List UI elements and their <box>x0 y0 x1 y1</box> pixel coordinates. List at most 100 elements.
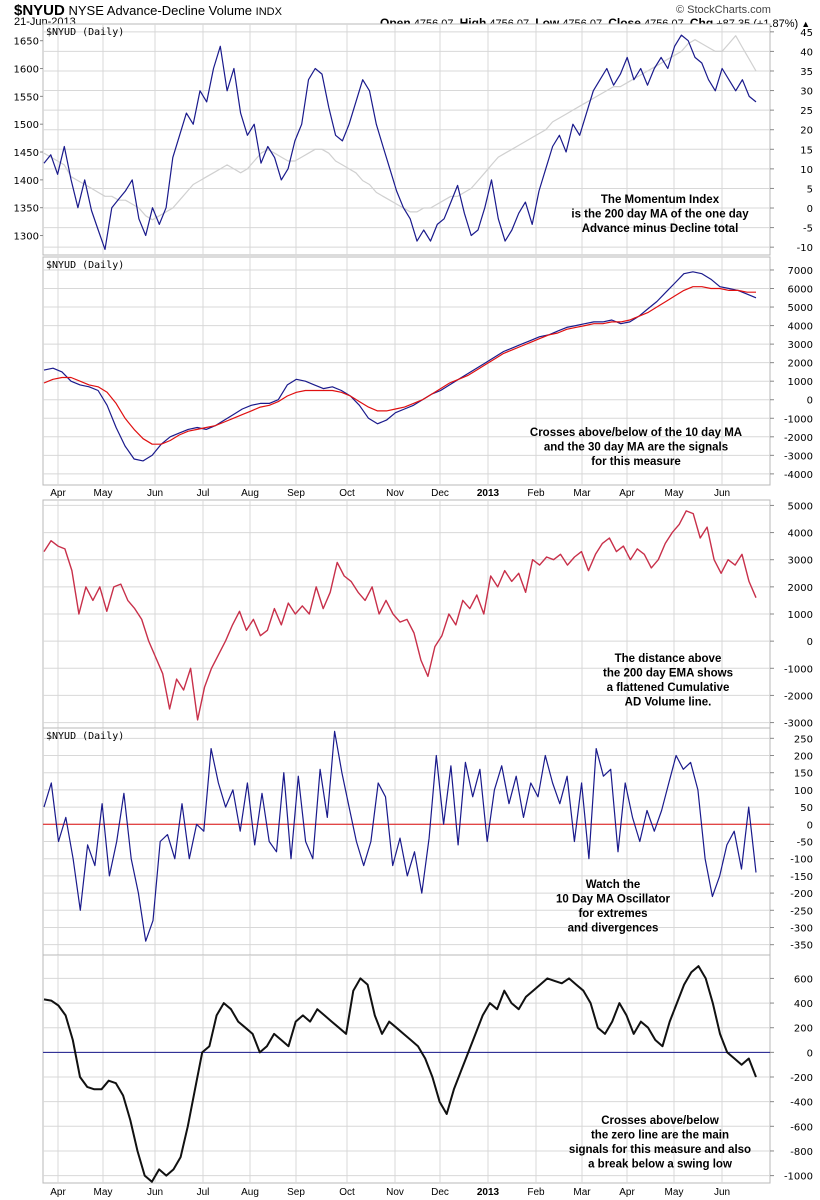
month-label: Jun <box>714 488 730 499</box>
series-line-red <box>43 286 756 445</box>
annotation-line: Watch the <box>586 879 641 891</box>
right-axis-label: 0 <box>807 1048 813 1059</box>
chart-title: $NYUD NYSE Advance-Decline Volume INDX <box>14 2 282 19</box>
panel-3: 5000 4000 3000 2000 1000 0 -1000 -2000 -3000 The … <box>42 499 813 730</box>
panel-2: 7000 6000 5000 4000 3000 2000 1000 0 -1000 -2000 -… <box>42 256 813 486</box>
annotation-line: The distance above <box>615 653 722 665</box>
month-label: Jun <box>714 1187 730 1198</box>
right-axis-label: 3000 <box>788 556 813 567</box>
right-axis-label: 6000 <box>788 285 813 296</box>
left-axis-label: 1600 <box>14 65 39 76</box>
right-axis-label: 7000 <box>788 266 813 277</box>
month-label: 2013 <box>477 1187 500 1198</box>
month-label: May <box>665 488 684 499</box>
right-axis-label: 4000 <box>788 322 813 333</box>
x-axis-months-2: Apr May Jun Jul Aug Sep Oct Nov Dec 2013 Feb Mar Apr… <box>50 1187 730 1198</box>
right-axis-label: -5 <box>803 224 813 235</box>
right-axis-label: 4000 <box>788 529 813 540</box>
right-axis-label: 5000 <box>788 303 813 314</box>
left-axis-label: 1450 <box>14 148 39 159</box>
right-axis-label: -1000 <box>784 664 813 675</box>
month-label: Aug <box>241 1187 259 1198</box>
month-label: May <box>665 1187 684 1198</box>
right-axis-label: 30 <box>800 87 813 98</box>
panel-label: $NYUD (Daily) <box>46 260 124 271</box>
right-axis-label: 0 <box>807 204 813 215</box>
right-axis-label: 200 <box>794 752 813 763</box>
month-label: Oct <box>339 1187 355 1198</box>
month-label: Aug <box>241 488 259 499</box>
month-label: Nov <box>386 1187 404 1198</box>
right-axis-label: -3000 <box>784 451 813 462</box>
left-axis-label: 1400 <box>14 176 39 187</box>
right-axis-label: -2000 <box>784 433 813 444</box>
up-arrow-icon: ▲ <box>801 19 811 29</box>
right-axis-label: 1000 <box>788 610 813 621</box>
panel-frame <box>42 256 771 486</box>
month-label: Apr <box>50 488 66 499</box>
right-axis-label: -2000 <box>784 691 813 702</box>
right-axis-label: -100 <box>790 855 813 866</box>
right-axis-label: -150 <box>790 872 813 883</box>
month-label: Jul <box>197 488 210 499</box>
right-axis-label: 1000 <box>788 377 813 388</box>
month-label: Nov <box>386 488 404 499</box>
month-label: Mar <box>573 1187 591 1198</box>
annotation-line: Crosses above/below of the 10 day MA <box>530 427 742 439</box>
right-axis-label: 250 <box>794 734 813 745</box>
month-label: Oct <box>339 488 355 499</box>
right-axis-label: 3000 <box>788 340 813 351</box>
month-label: May <box>94 1187 113 1198</box>
annotation-line: AD Volume line. <box>625 697 712 709</box>
right-axis-label: -200 <box>790 1073 813 1084</box>
right-axis-label: 2000 <box>788 583 813 594</box>
right-axis-label: 20 <box>800 126 813 137</box>
month-label: Dec <box>431 1187 449 1198</box>
annotation-line: for this measure <box>591 456 680 468</box>
panel-frame <box>42 23 771 256</box>
series-line-crimson <box>43 510 757 721</box>
annotation-line: signals for this measure and also <box>569 1144 751 1156</box>
panel-label: $NYUD (Daily) <box>46 27 124 38</box>
left-axis-label: 1550 <box>14 92 39 103</box>
panel-label: $NYUD (Daily) <box>46 731 124 742</box>
left-axis-label: 1650 <box>14 37 39 48</box>
right-axis-label: -3000 <box>784 719 813 730</box>
annotation-line: and the 30 day MA are the signals <box>544 442 728 454</box>
annotation-line: the zero line are the main <box>591 1130 729 1142</box>
right-axis-label: 5 <box>807 184 813 195</box>
right-axis-label: -250 <box>790 906 813 917</box>
right-axis-label: -400 <box>790 1098 813 1109</box>
month-label: Sep <box>287 488 305 499</box>
panel-frame <box>42 954 771 1184</box>
symbol: $NYUD <box>14 2 65 19</box>
month-label: Apr <box>619 1187 635 1198</box>
right-axis-label: 40 <box>800 47 813 58</box>
right-axis-label: -300 <box>790 923 813 934</box>
month-label: Dec <box>431 488 449 499</box>
panel-4: 250 200 150 100 50 0 -50 -100 -150 -200 -250 -300 -3… <box>42 727 813 956</box>
right-axis-label: -200 <box>790 889 813 900</box>
month-label: 2013 <box>477 488 500 499</box>
right-axis-label: -800 <box>790 1147 813 1158</box>
annotation-line: Advance minus Decline total <box>582 223 739 235</box>
month-label: Feb <box>527 1187 545 1198</box>
month-label: Apr <box>619 488 635 499</box>
annotation-line: a break below a swing low <box>588 1159 732 1171</box>
x-axis-months-1: Apr May Jun Jul Aug Sep Oct Nov Dec 2013 Feb Mar Apr… <box>50 488 730 499</box>
series-line-navy <box>43 34 757 250</box>
right-axis-label: 0 <box>807 637 813 648</box>
right-axis-label: -10 <box>797 243 813 254</box>
left-axis-label: 1350 <box>14 204 39 215</box>
right-axis-label: -1000 <box>784 1172 813 1183</box>
right-axis-label: 35 <box>800 67 813 78</box>
month-label: Jun <box>147 1187 163 1198</box>
right-axis-label: -1000 <box>784 414 813 425</box>
month-label: Mar <box>573 488 591 499</box>
right-axis-label: 10 <box>800 165 813 176</box>
series-line-gray <box>43 35 757 221</box>
right-axis-label: 150 <box>794 769 813 780</box>
month-label: Jun <box>147 488 163 499</box>
right-axis-label: -50 <box>797 838 813 849</box>
right-axis-label: -600 <box>790 1122 813 1133</box>
